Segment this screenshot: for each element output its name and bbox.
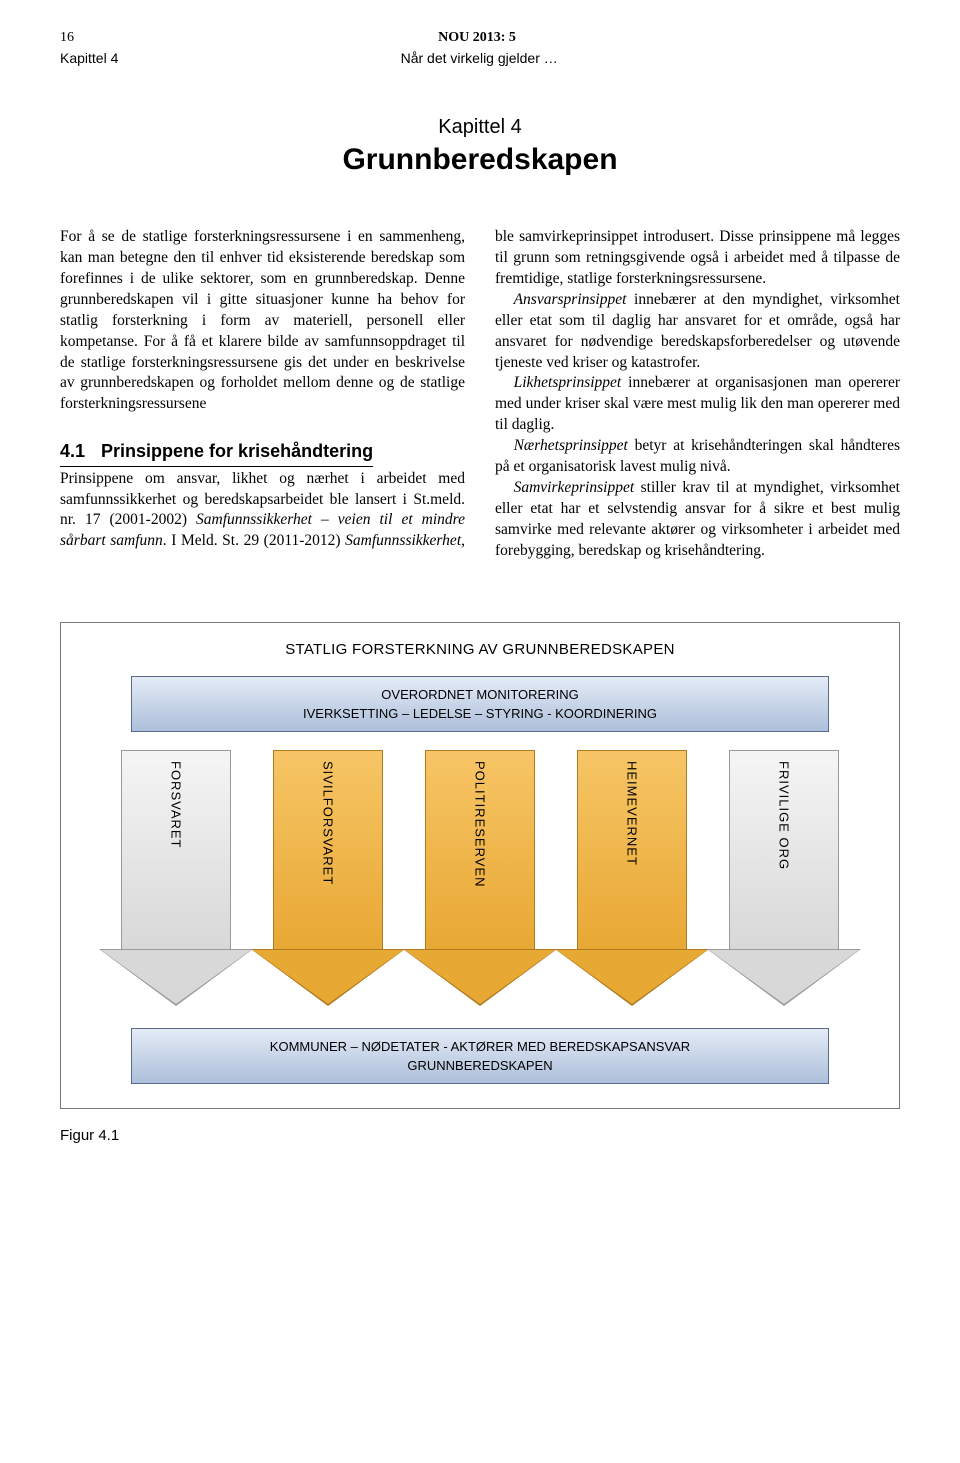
- arrow-label: HEIMEVERNET: [625, 761, 640, 866]
- chapter-title: Grunnberedskapen: [60, 143, 900, 177]
- section-num: 4.1: [60, 441, 85, 461]
- arrow-forsvaret: FORSVARET: [111, 750, 241, 1010]
- ansvar-paragraph: Ansvarsprinsippet innebærer at den myndi…: [495, 290, 900, 374]
- arrow-frivilige-org: FRIVILIGE ORG: [719, 750, 849, 1010]
- diagram: STATLIG FORSTERKNING AV GRUNNBEREDSKAPEN…: [60, 622, 900, 1109]
- naerhet-paragraph: Nærhetsprinsippet betyr at krisehåndteri…: [495, 436, 900, 478]
- arrow-label: POLITIRESERVEN: [473, 761, 488, 887]
- likhet-paragraph: Likhetsprinsippet innebærer at organisas…: [495, 373, 900, 436]
- arrow-heimevernet: HEIMEVERNET: [567, 750, 697, 1010]
- diagram-title: STATLIG FORSTERKNING AV GRUNNBEREDSKAPEN: [91, 641, 869, 658]
- monitor-line1: OVERORDNET MONITORERING: [140, 687, 820, 702]
- bottom-bar: KOMMUNER – NØDETATER - AKTØRER MED BERED…: [131, 1028, 829, 1084]
- monitor-line2: IVERKSETTING – LEDELSE – STYRING - KOORD…: [140, 706, 820, 721]
- bottom-line1: KOMMUNER – NØDETATER - AKTØRER MED BERED…: [140, 1039, 820, 1054]
- section-title: Prinsippene for krisehåndtering: [101, 441, 373, 461]
- bottom-line2: GRUNNBEREDSKAPEN: [140, 1058, 820, 1073]
- monitor-bar: OVERORDNET MONITORERING IVERKSETTING – L…: [131, 676, 829, 732]
- page-header: 16 NOU 2013: 5: [60, 30, 900, 46]
- section-heading: 4.1 Prinsippene for krisehåndtering: [60, 439, 373, 466]
- arrow-politireserven: POLITIRESERVEN: [415, 750, 545, 1010]
- arrow-label: FRIVILIGE ORG: [777, 761, 792, 870]
- arrow-label: SIVILFORSVARET: [321, 761, 336, 885]
- arrows-row: FORSVARET SIVILFORSVARET POLITIRESERVEN HEI…: [111, 750, 849, 1010]
- body-text: For å se de statlige forsterkningsressur…: [60, 227, 900, 562]
- page-number: 16: [60, 30, 74, 46]
- doc-subtitle: Når det virkelig gjelder …: [118, 50, 840, 66]
- arrow-sivilforsvaret: SIVILFORSVARET: [263, 750, 393, 1010]
- intro-paragraph: For å se de statlige forsterkningsressur…: [60, 227, 465, 415]
- doc-id: NOU 2013: 5: [74, 30, 880, 46]
- page-subheader: Kapittel 4 Når det virkelig gjelder …: [60, 50, 900, 66]
- chapter-label: Kapittel 4: [60, 116, 900, 139]
- figure-caption: Figur 4.1: [60, 1127, 900, 1144]
- arrow-label: FORSVARET: [169, 761, 184, 849]
- chapter-ref: Kapittel 4: [60, 50, 118, 66]
- samvirke-paragraph: Samvirkeprinsippet stiller krav til at m…: [495, 478, 900, 562]
